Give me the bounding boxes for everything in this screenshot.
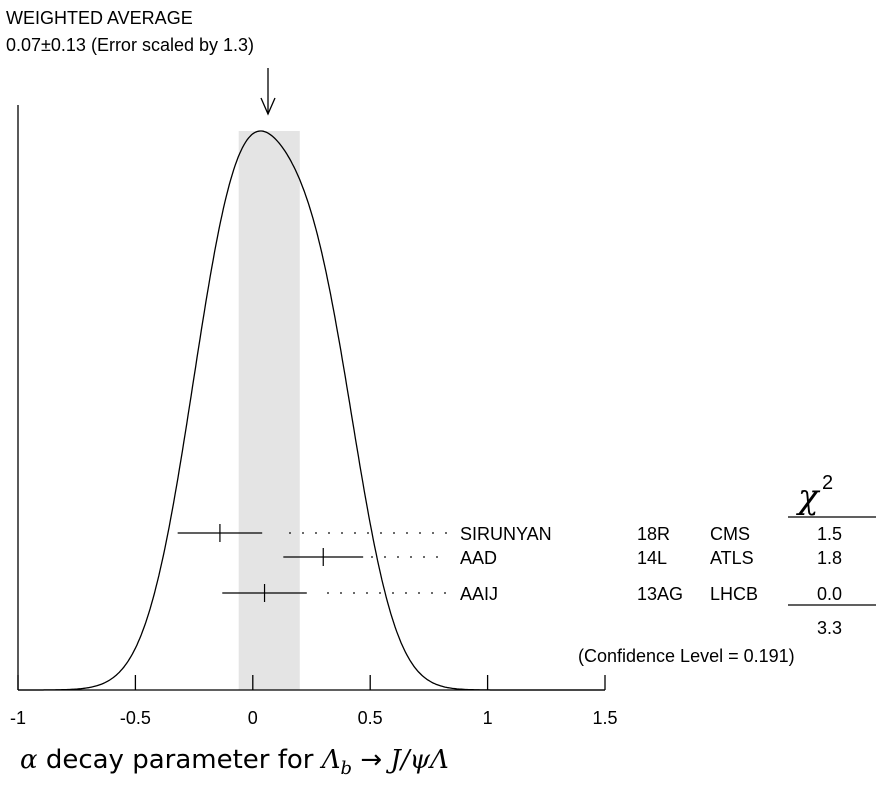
leader-dot (432, 532, 434, 534)
leader-dot (341, 532, 343, 534)
measurement-experiment: CMS (710, 524, 750, 544)
measurement-experiment: LHCB (710, 584, 758, 604)
leader-dot (384, 556, 386, 558)
leader-dot (410, 556, 412, 558)
measurement-row: AAIJ 13AG LHCB 0.0 (222, 584, 842, 604)
chart-title-line2: 0.07±0.13 (Error scaled by 1.3) (6, 35, 254, 55)
x-label-lambda: Λ (429, 745, 449, 775)
leader-dot (371, 556, 373, 558)
leader-dot (431, 592, 433, 594)
leader-dot (315, 532, 317, 534)
leader-dot (392, 592, 394, 594)
x-label-lambda-b: Λ (321, 745, 341, 775)
x-tick-label: -0.5 (120, 708, 151, 728)
x-label-jpsi: J/ψ (390, 745, 430, 775)
leader-dot (327, 592, 329, 594)
x-tick-label: -1 (10, 708, 26, 728)
leader-dot (354, 532, 356, 534)
leader-dot (406, 532, 408, 534)
chi2-total: 3.3 (817, 618, 842, 638)
chart-title-line1: WEIGHTED AVERAGE (6, 8, 193, 28)
x-tick-label: 0 (248, 708, 258, 728)
leader-dot (393, 532, 395, 534)
x-label-sub-b: b (340, 758, 353, 780)
measurement-chi2: 1.5 (817, 524, 842, 544)
leader-dot (367, 532, 369, 534)
leader-dot (289, 532, 291, 534)
leader-dot (419, 532, 421, 534)
measurement-chi2: 0.0 (817, 584, 842, 604)
leader-dot (418, 592, 420, 594)
x-tick-label: 0.5 (358, 708, 383, 728)
measurement-author: AAD (460, 548, 497, 568)
measurement-author: SIRUNYAN (460, 524, 552, 544)
measurement-chi2: 1.8 (817, 548, 842, 568)
leader-dot (423, 556, 425, 558)
measurement-row: AAD 14L ATLS 1.8 (283, 548, 842, 568)
measurement-ref: 14L (637, 548, 667, 568)
measurement-row: SIRUNYAN 18R CMS 1.5 (177, 524, 842, 544)
x-label-arrow: → (352, 745, 391, 775)
chi2-header-symbol: χ (796, 477, 821, 517)
leader-dot (379, 592, 381, 594)
chi2-header-superscript: 2 (822, 472, 833, 494)
x-label-text: decay parameter for (37, 745, 322, 775)
leader-dot (353, 592, 355, 594)
leader-dot (366, 592, 368, 594)
measurements-group: SIRUNYAN 18R CMS 1.5 AAD 14L ATLS 1.8 AAIJ 13AG LH… (177, 524, 842, 604)
leader-dot (302, 532, 304, 534)
measurement-ref: 18R (637, 524, 670, 544)
ideogram-curve (18, 130, 605, 691)
leader-dot (397, 556, 399, 558)
x-axis-label: α decay parameter for Λb → J/ψΛ (20, 744, 449, 779)
measurement-ref: 13AG (637, 584, 683, 604)
x-label-alpha: α (20, 745, 38, 775)
leader-dot (380, 532, 382, 534)
measurement-experiment: ATLS (710, 548, 754, 568)
weighted-average-band (238, 131, 300, 690)
leader-dot (340, 592, 342, 594)
weighted-average-arrow-icon (260, 68, 276, 116)
leader-dot (445, 532, 447, 534)
leader-dot (328, 532, 330, 534)
x-tick-label: 1.5 (592, 708, 617, 728)
arrow-head (260, 97, 276, 116)
leader-dot (444, 592, 446, 594)
x-axis-ticks: -1 -0.5 0 0.5 1 1.5 (10, 675, 618, 728)
leader-dot (436, 556, 438, 558)
leader-dot (405, 592, 407, 594)
measurement-author: AAIJ (460, 584, 498, 604)
x-tick-label: 1 (483, 708, 493, 728)
confidence-level: (Confidence Level = 0.191) (578, 646, 795, 666)
